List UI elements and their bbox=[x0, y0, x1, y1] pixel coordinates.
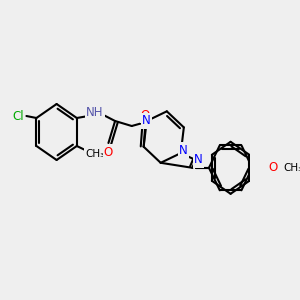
Text: O: O bbox=[141, 109, 150, 122]
Text: N: N bbox=[179, 144, 188, 157]
Text: N: N bbox=[142, 115, 151, 128]
Text: CH₃: CH₃ bbox=[85, 149, 105, 159]
Text: O: O bbox=[268, 161, 278, 174]
Text: NH: NH bbox=[86, 106, 104, 119]
Text: N: N bbox=[194, 154, 203, 166]
Text: N: N bbox=[142, 115, 151, 128]
Text: CH₃: CH₃ bbox=[283, 163, 300, 173]
Text: O: O bbox=[104, 146, 113, 158]
Text: Cl: Cl bbox=[12, 110, 24, 122]
